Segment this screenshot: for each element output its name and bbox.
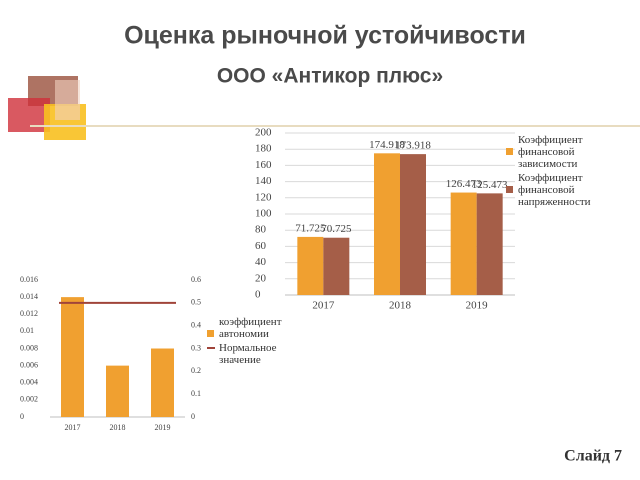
y-tick-label: 0.008	[20, 343, 38, 352]
data-label: 126.473	[446, 178, 482, 190]
bar	[151, 348, 174, 417]
bar	[476, 193, 503, 295]
y-tick-label: 80	[255, 224, 267, 236]
y2-tick-label: 0.1	[191, 389, 201, 398]
x-tick-label: 2017	[312, 300, 335, 312]
y-tick-label: 20	[255, 272, 267, 284]
legend: коэффициент автономии Нормальное значение	[207, 316, 302, 368]
y-tick-label: 0	[255, 289, 261, 301]
bar	[374, 153, 400, 295]
y2-tick-label: 0	[191, 412, 195, 421]
legend: Коэффициент финансовой зависимости Коэффи…	[506, 134, 602, 210]
y-tick-label: 0.002	[20, 395, 38, 404]
slide-footer: Слайд 7	[564, 448, 622, 465]
y-tick-label: 200	[255, 127, 272, 139]
legend-key	[506, 148, 513, 155]
x-tick-label: 2017	[65, 423, 81, 432]
slide-title: Оценка рыночной устойчивости	[124, 22, 526, 50]
y-tick-label: 180	[255, 143, 272, 155]
y2-tick-label: 0.2	[191, 366, 201, 375]
x-tick-label: 2018	[389, 300, 412, 312]
y-tick-label: 0.012	[20, 309, 38, 318]
bar	[106, 365, 129, 417]
legend-key	[506, 186, 513, 193]
bar	[450, 192, 477, 295]
y2-tick-label: 0.5	[191, 298, 201, 307]
y-tick-label: 0.006	[20, 360, 38, 369]
deco	[55, 80, 80, 120]
y2-tick-label: 0.4	[191, 320, 201, 329]
data-label: 70.725	[321, 223, 352, 235]
legend-item: Нормальное значение	[207, 342, 302, 366]
legend-label: Коэффициент финансовой напряженности	[518, 172, 591, 208]
x-tick-label: 2018	[110, 423, 126, 432]
data-label: 174.918	[369, 139, 405, 151]
y-tick-label: 160	[255, 159, 272, 171]
legend-label: Коэффициент финансовой зависимости	[518, 134, 583, 170]
legend-label: коэффициент автономии	[219, 316, 282, 340]
legend-label: Нормальное значение	[219, 342, 277, 366]
bar	[400, 154, 426, 295]
y-tick-label: 0.01	[20, 326, 34, 335]
bar	[61, 297, 84, 417]
y-tick-label: 140	[255, 175, 272, 187]
bar	[297, 236, 324, 295]
y-tick-label: 0.004	[20, 378, 38, 387]
y-tick-label: 40	[255, 256, 267, 268]
data-label: 125.473	[472, 179, 508, 191]
legend-item: коэффициент автономии	[207, 316, 302, 340]
legend-item: Коэффициент финансовой напряженности	[506, 172, 602, 208]
y-tick-label: 120	[255, 191, 272, 203]
y-tick-label: 0.014	[20, 292, 38, 301]
x-tick-label: 2019	[466, 300, 489, 312]
y-tick-label: 60	[255, 240, 267, 252]
legend-item: Коэффициент финансовой зависимости	[506, 134, 602, 170]
x-tick-label: 2019	[155, 423, 171, 432]
data-label: 71.725	[295, 222, 326, 234]
y-tick-label: 0.016	[20, 275, 38, 284]
y-tick-label: 0	[20, 412, 24, 421]
slide-subtitle: ООО «Антикор плюс»	[217, 65, 443, 88]
data-label: 173.918	[395, 140, 431, 152]
y2-tick-label: 0.3	[191, 343, 201, 352]
y-tick-label: 100	[255, 208, 272, 220]
legend-key	[207, 330, 214, 337]
bar	[323, 237, 350, 295]
legend-key	[207, 347, 215, 349]
y2-tick-label: 0.6	[191, 275, 201, 284]
